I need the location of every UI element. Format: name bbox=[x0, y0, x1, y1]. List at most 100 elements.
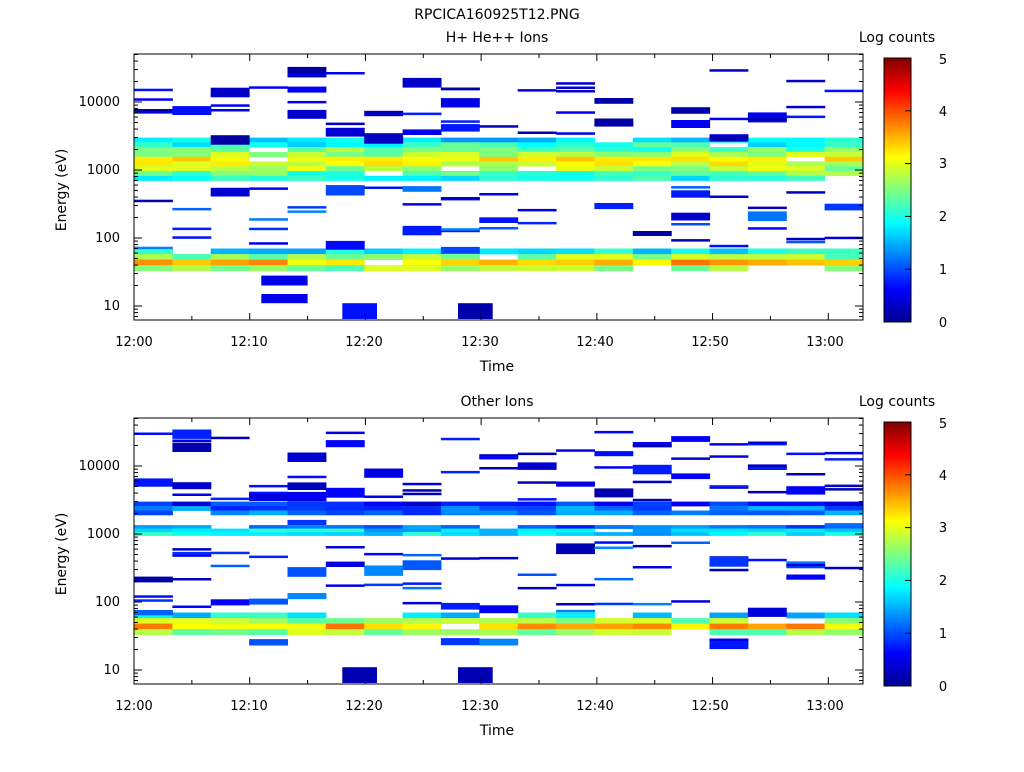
band-cell bbox=[210, 510, 250, 516]
count-cell bbox=[440, 557, 480, 560]
band-cell bbox=[172, 156, 212, 162]
band-cell bbox=[364, 506, 404, 511]
band-cell bbox=[210, 166, 250, 172]
count-cell bbox=[364, 583, 404, 587]
band-cell bbox=[325, 175, 365, 181]
count-cell bbox=[556, 86, 595, 89]
band-cell bbox=[594, 151, 634, 157]
band-cell bbox=[364, 629, 404, 636]
colorbar-tick-1: 1 bbox=[939, 627, 947, 642]
low-energy-cell bbox=[342, 303, 377, 319]
band-cell bbox=[671, 166, 711, 172]
x-tick-label-1220: 12:20 bbox=[345, 335, 382, 350]
count-cell bbox=[134, 595, 173, 598]
count-cell bbox=[249, 86, 288, 89]
band-cell bbox=[709, 528, 749, 533]
count-cell bbox=[402, 112, 442, 116]
band-cell bbox=[134, 532, 173, 536]
band-cell bbox=[440, 629, 480, 636]
count-cell bbox=[402, 489, 442, 492]
count-cell bbox=[325, 127, 365, 137]
count-cell bbox=[517, 462, 557, 470]
band-cell bbox=[747, 151, 787, 157]
band-cell bbox=[747, 528, 787, 533]
count-cell bbox=[517, 573, 557, 576]
band-cell bbox=[402, 501, 442, 507]
band-cell bbox=[325, 156, 365, 162]
x-tick-label-1200: 12:00 bbox=[115, 335, 152, 350]
colorbar-ticks bbox=[905, 57, 911, 323]
band-cell bbox=[402, 175, 442, 181]
band-cell bbox=[594, 166, 634, 172]
count-cell bbox=[402, 77, 442, 88]
count-cell bbox=[479, 455, 519, 459]
band-cell bbox=[479, 259, 519, 266]
band-cell bbox=[517, 532, 557, 536]
band-cell bbox=[172, 629, 212, 636]
band-cell bbox=[249, 623, 288, 630]
band-cell bbox=[440, 147, 480, 153]
colorbar-ticks bbox=[905, 421, 911, 687]
count-cell bbox=[249, 598, 288, 605]
band-cell bbox=[479, 265, 519, 272]
band-cell bbox=[517, 528, 557, 533]
band-cell bbox=[824, 265, 864, 272]
count-cell bbox=[440, 437, 480, 441]
band-cell bbox=[210, 265, 250, 272]
count-cell bbox=[210, 436, 250, 440]
band-cell bbox=[594, 629, 634, 636]
band-cell bbox=[210, 161, 250, 167]
count-cell bbox=[172, 439, 212, 442]
band-cell bbox=[709, 259, 749, 266]
count-cell bbox=[786, 473, 826, 476]
band-cell bbox=[709, 147, 749, 153]
count-cell bbox=[517, 221, 557, 225]
x-tick-label-1230: 12:30 bbox=[461, 335, 498, 350]
count-cell bbox=[134, 98, 173, 101]
count-cell bbox=[632, 602, 672, 606]
x-tick-label-1300: 13:00 bbox=[806, 699, 843, 714]
band-cell bbox=[786, 161, 826, 167]
count-cell bbox=[594, 203, 634, 210]
band-cell bbox=[364, 147, 404, 153]
band-cell bbox=[402, 142, 442, 148]
band-cell bbox=[709, 623, 749, 630]
band-cell bbox=[786, 175, 826, 181]
band-cell bbox=[402, 156, 442, 162]
low-energy-cell bbox=[458, 303, 493, 319]
count-cell bbox=[786, 561, 826, 564]
band-cell bbox=[172, 612, 212, 619]
band-cell bbox=[824, 254, 864, 260]
count-cell bbox=[402, 482, 442, 486]
count-cell bbox=[172, 106, 212, 115]
count-cell bbox=[556, 82, 595, 85]
band-cell bbox=[747, 248, 787, 255]
count-cell bbox=[440, 229, 480, 233]
count-cell bbox=[824, 523, 864, 526]
count-cell bbox=[364, 552, 404, 556]
band-cell bbox=[134, 248, 173, 255]
y-tick-label-10: 10 bbox=[103, 663, 120, 678]
count-cell bbox=[786, 486, 826, 495]
x-axis-label: Time bbox=[479, 359, 514, 375]
band-cell bbox=[479, 629, 519, 636]
band-cell bbox=[556, 532, 595, 536]
band-cell bbox=[517, 254, 557, 260]
count-cell bbox=[709, 556, 749, 567]
band-cell bbox=[402, 259, 442, 266]
count-cell bbox=[210, 87, 250, 98]
band-cell bbox=[172, 501, 212, 507]
band-cell bbox=[747, 510, 787, 516]
band-cell bbox=[325, 525, 365, 529]
count-cell bbox=[134, 109, 173, 112]
band-cell bbox=[632, 612, 672, 619]
band-cell bbox=[632, 510, 672, 516]
band-cell bbox=[786, 142, 826, 148]
band-cell bbox=[517, 147, 557, 153]
band-cell bbox=[325, 161, 365, 167]
band-cell bbox=[479, 137, 519, 143]
count-cell bbox=[824, 236, 864, 240]
band-cell bbox=[479, 501, 519, 507]
band-cell bbox=[287, 161, 327, 167]
count-cell bbox=[747, 607, 787, 617]
